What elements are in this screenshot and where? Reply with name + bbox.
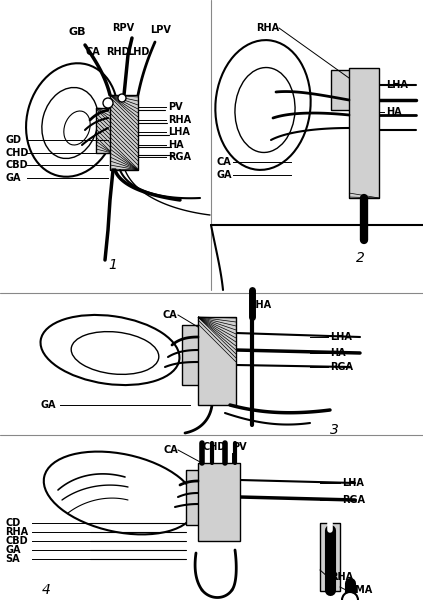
Text: CHD: CHD <box>5 148 28 158</box>
Ellipse shape <box>71 332 159 374</box>
Text: CHD: CHD <box>202 442 225 452</box>
Text: GB: GB <box>68 27 85 37</box>
Text: RHA: RHA <box>5 527 28 537</box>
Bar <box>320 523 340 591</box>
Text: CD: CD <box>5 518 20 528</box>
Ellipse shape <box>215 40 310 170</box>
Text: CBD: CBD <box>5 160 27 170</box>
Text: RHD: RHD <box>106 47 129 57</box>
Text: 4: 4 <box>42 583 51 597</box>
Text: CA: CA <box>163 445 178 455</box>
Bar <box>182 325 200 385</box>
Ellipse shape <box>42 88 98 158</box>
Text: HA: HA <box>386 107 401 117</box>
Text: RHA: RHA <box>248 300 271 310</box>
Bar <box>349 68 379 198</box>
Circle shape <box>118 94 126 102</box>
Text: LHD: LHD <box>127 47 149 57</box>
Text: RGA: RGA <box>330 362 353 372</box>
Text: PV: PV <box>168 102 183 112</box>
Text: LHA: LHA <box>386 80 408 90</box>
Text: 1: 1 <box>108 258 117 272</box>
Text: LHA: LHA <box>330 332 352 342</box>
Text: RPV: RPV <box>112 23 134 33</box>
Ellipse shape <box>44 452 196 535</box>
Text: SMA: SMA <box>348 585 372 595</box>
Bar <box>96 108 112 153</box>
Text: CA: CA <box>216 157 231 167</box>
Text: 3: 3 <box>330 423 339 437</box>
Text: LPV: LPV <box>150 25 171 35</box>
Bar <box>198 463 240 541</box>
Bar <box>186 470 200 525</box>
Circle shape <box>342 592 358 600</box>
Text: LHA: LHA <box>342 478 364 488</box>
Text: GA: GA <box>5 173 20 183</box>
Text: RHA: RHA <box>330 572 353 582</box>
Text: CA: CA <box>85 47 100 57</box>
Text: RGA: RGA <box>168 152 191 162</box>
Text: GD: GD <box>5 135 21 145</box>
Text: PV: PV <box>232 442 247 452</box>
Text: 2: 2 <box>356 251 365 265</box>
Text: CBD: CBD <box>5 536 27 546</box>
Ellipse shape <box>235 68 295 152</box>
Text: GA: GA <box>216 170 231 180</box>
Circle shape <box>103 98 113 108</box>
Text: RGA: RGA <box>342 495 365 505</box>
Bar <box>110 95 138 170</box>
Text: SA: SA <box>5 554 19 564</box>
Text: RHA: RHA <box>168 115 191 125</box>
Text: LHA: LHA <box>168 127 190 137</box>
Ellipse shape <box>26 63 118 177</box>
Text: GA: GA <box>40 400 55 410</box>
Ellipse shape <box>41 315 179 385</box>
Text: HA: HA <box>168 140 184 150</box>
Ellipse shape <box>64 111 90 145</box>
Text: CA: CA <box>162 310 177 320</box>
Text: GA: GA <box>5 545 20 555</box>
Text: HA: HA <box>330 348 346 358</box>
Bar <box>331 70 351 110</box>
Bar <box>198 317 236 405</box>
Text: RHA: RHA <box>256 23 279 33</box>
